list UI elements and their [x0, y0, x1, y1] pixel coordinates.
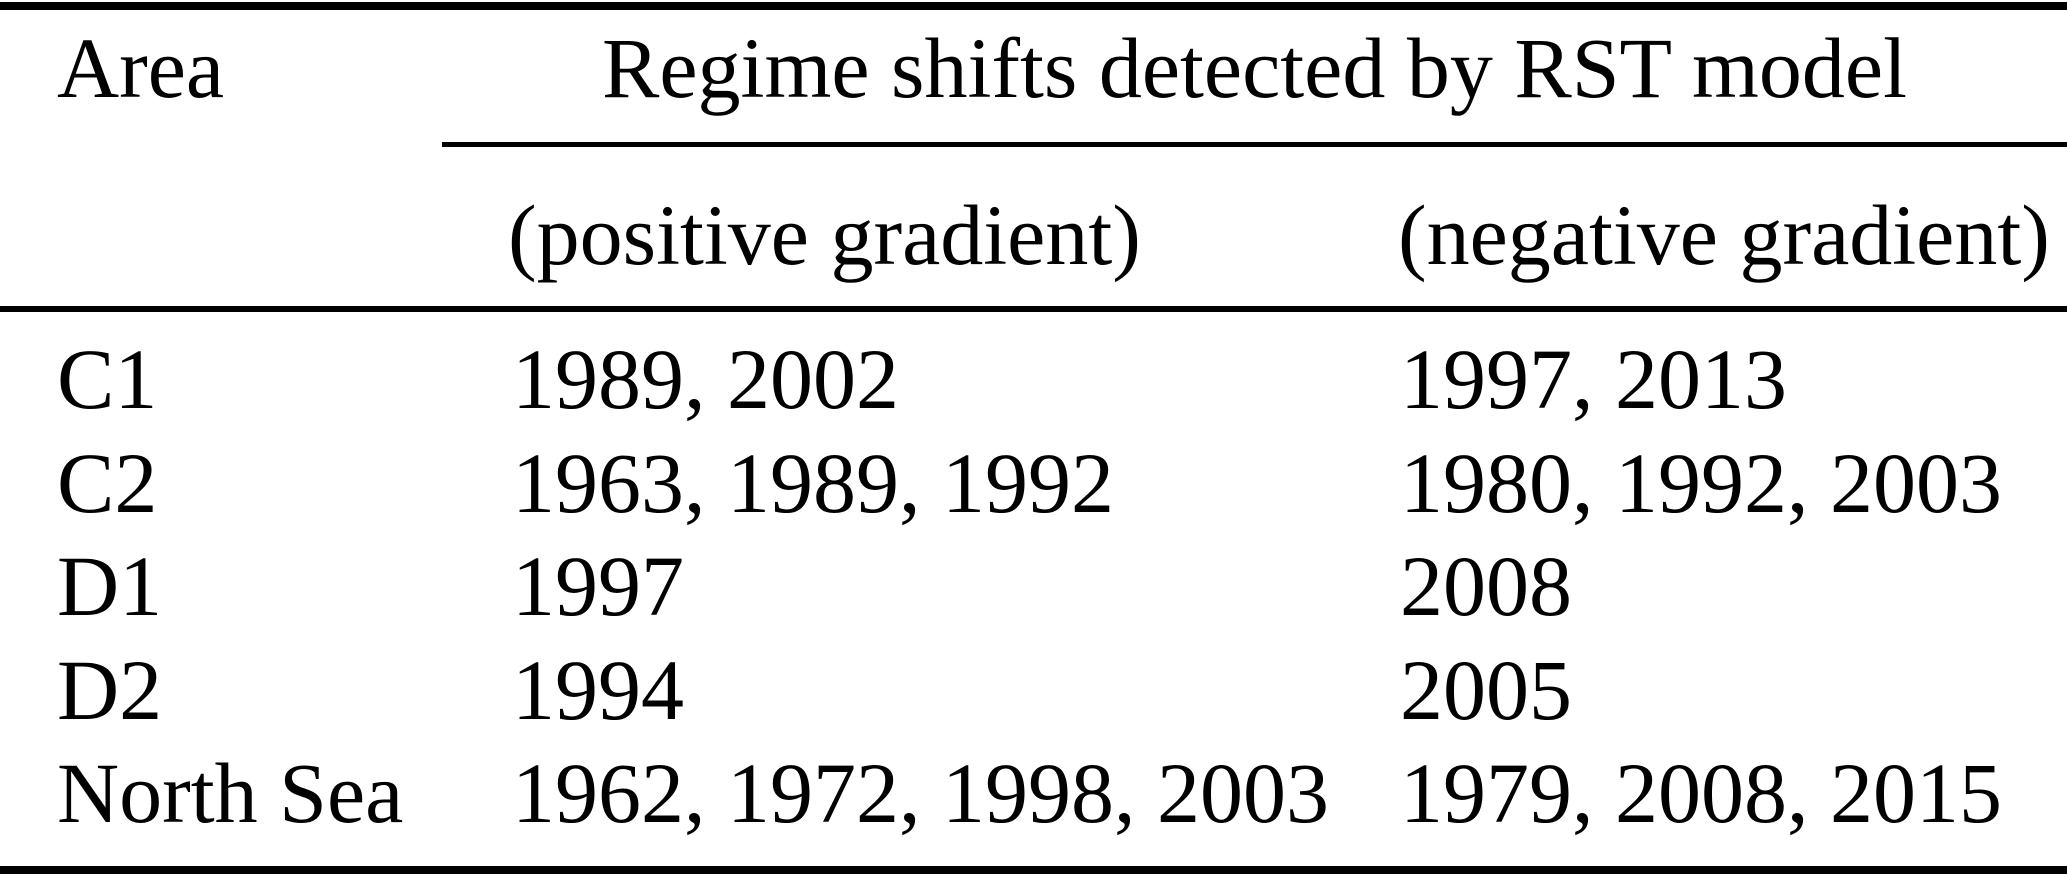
negative-gradient-cell: 2005	[1400, 642, 1572, 738]
table-row-north-sea: North Sea 1962, 1972, 1998, 2003 1979, 2…	[0, 750, 2067, 836]
negative-gradient-cell: 1979, 2008, 2015	[1400, 745, 2002, 841]
positive-gradient-cell: 1989, 2002	[512, 331, 899, 427]
column-header-span: Regime shifts detected by RST model	[602, 20, 1907, 116]
area-cell: D1	[57, 538, 163, 634]
table-row-d2: D2 1994 2005	[0, 647, 2067, 733]
positive-gradient-cell: 1997	[512, 538, 684, 634]
area-cell: D2	[57, 642, 163, 738]
negative-gradient-cell: 2008	[1400, 538, 1572, 634]
positive-gradient-cell: 1994	[512, 642, 684, 738]
table-top-rule	[0, 2, 2067, 10]
area-cell: C1	[57, 331, 158, 427]
table-bottom-rule	[0, 866, 2067, 874]
area-cell: C2	[57, 435, 158, 531]
negative-gradient-cell: 1997, 2013	[1400, 331, 1787, 427]
column-header-positive-gradient: (positive gradient)	[508, 187, 1141, 283]
table-row-d1: D1 1997 2008	[0, 543, 2067, 629]
positive-gradient-cell: 1963, 1989, 1992	[512, 435, 1114, 531]
header-bottom-rule	[0, 306, 2067, 312]
area-cell: North Sea	[57, 745, 404, 841]
column-header-negative-gradient: (negative gradient)	[1398, 187, 2050, 283]
negative-gradient-cell: 1980, 1992, 2003	[1400, 435, 2002, 531]
positive-gradient-cell: 1962, 1972, 1998, 2003	[512, 745, 1329, 841]
table-row-c2: C2 1963, 1989, 1992 1980, 1992, 2003	[0, 440, 2067, 526]
table-row-c1: C1 1989, 2002 1997, 2013	[0, 336, 2067, 422]
column-header-area: Area	[57, 20, 225, 116]
span-header-underline-rule	[442, 142, 2067, 147]
